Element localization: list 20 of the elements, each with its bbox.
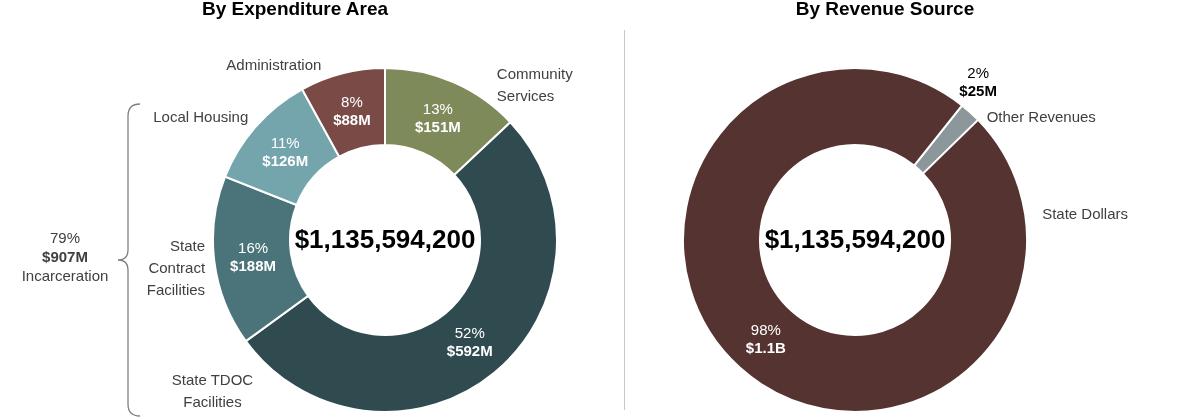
text: 98% $1.1B (745, 320, 786, 356)
slice-label: Other Revenues (986, 108, 1096, 126)
text: 2% $25M (959, 64, 997, 100)
text: 11% $126M (262, 134, 309, 170)
slice-label: State TDOC Facilities (171, 370, 254, 410)
text: $1,135,594,200 (294, 224, 476, 254)
slice-label: State Dollars (1042, 204, 1129, 222)
slice-label: Community Services (496, 65, 574, 105)
donut-slice (682, 67, 1028, 413)
text: 16% $188M (230, 238, 276, 274)
text: 13% $151M (414, 99, 461, 135)
text: 8% $88M (333, 93, 371, 129)
slice-label: Administration (226, 56, 322, 74)
chart-title: By Revenue Source (795, 0, 975, 19)
slice-label: Local Housing (153, 107, 249, 125)
text: 79% $907M Incarceration (20, 228, 110, 285)
text: $1,135,594,200 (764, 224, 946, 254)
chart-title: By Expenditure Area (201, 0, 389, 19)
text: 52% $592M (446, 324, 493, 360)
slice-label: State Contract Facilities (146, 237, 206, 299)
